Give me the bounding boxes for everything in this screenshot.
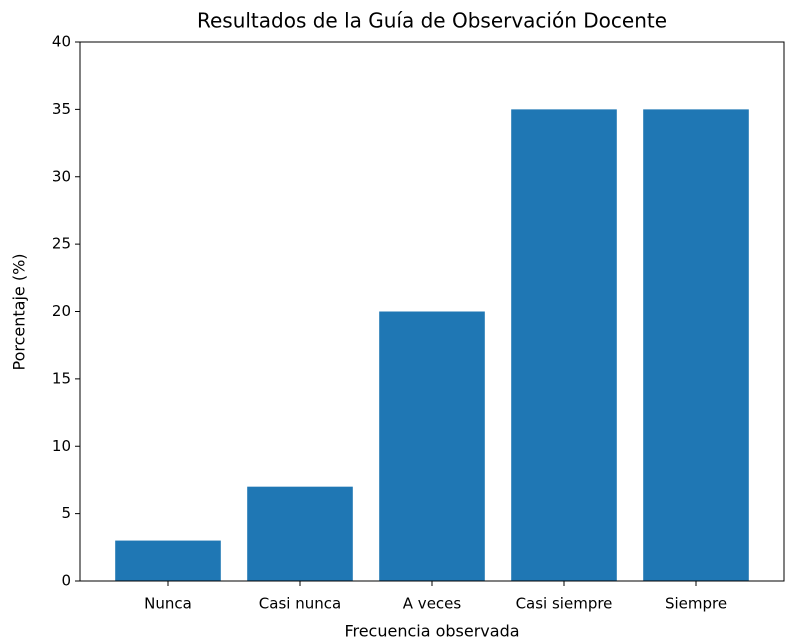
x-axis-label: Frecuencia observada — [344, 622, 519, 641]
y-tick-label: 10 — [52, 437, 71, 455]
x-tick-label: A veces — [403, 595, 462, 613]
y-tick-label: 25 — [52, 235, 71, 253]
bar — [247, 486, 353, 581]
plot-frame — [79, 41, 785, 582]
y-axis-label: Porcentaje (%) — [10, 253, 29, 370]
bar — [379, 311, 485, 581]
x-tick-label: Siempre — [665, 595, 727, 613]
x-tick-label: Casi nunca — [259, 595, 341, 613]
chart-title: Resultados de la Guía de Observación Doc… — [197, 9, 667, 33]
y-tick-label: 40 — [52, 33, 71, 51]
x-tick-label: Casi siempre — [516, 595, 613, 613]
y-tick-label: 35 — [52, 100, 71, 118]
y-tick-label: 15 — [52, 369, 71, 387]
y-tick-label: 20 — [52, 302, 71, 320]
y-tick-label: 30 — [52, 167, 71, 185]
bar — [115, 540, 221, 581]
y-tick-label: 0 — [61, 572, 71, 590]
bar — [643, 109, 749, 581]
y-tick-label: 5 — [61, 504, 71, 522]
x-tick-label: Nunca — [144, 595, 192, 613]
bar — [511, 109, 617, 581]
